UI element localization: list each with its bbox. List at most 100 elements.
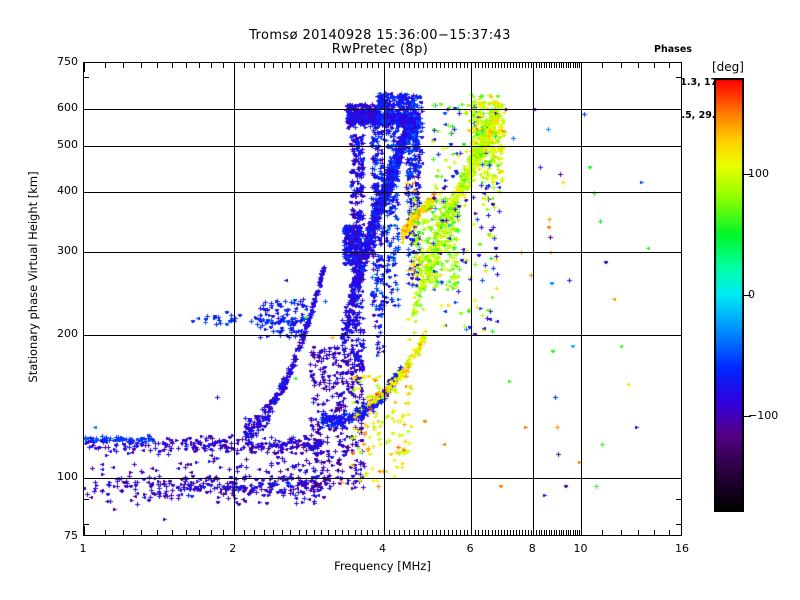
x-tick <box>157 530 158 535</box>
x-tick <box>544 530 545 535</box>
x-tick <box>328 530 329 535</box>
x-tick <box>570 530 571 535</box>
y-tick <box>672 109 681 110</box>
x-tick <box>427 530 428 535</box>
x-tick <box>488 530 489 535</box>
x-tick <box>536 63 537 68</box>
x-tick <box>573 530 574 535</box>
x-tick <box>299 63 300 68</box>
phase-stats-header: Phases <box>654 44 692 55</box>
x-tick <box>488 63 489 68</box>
x-tick <box>581 526 582 535</box>
x-tick <box>282 530 283 535</box>
x-tick <box>602 530 603 535</box>
x-tick <box>448 63 449 68</box>
x-tick <box>669 63 670 68</box>
x-tick <box>355 530 356 535</box>
x-tick <box>516 530 517 535</box>
x-tick <box>551 530 552 535</box>
x-tick <box>551 63 552 68</box>
x-tick <box>348 63 349 68</box>
x-tick-label: 10 <box>573 542 588 555</box>
y-tick <box>84 77 89 78</box>
x-tick <box>282 63 283 68</box>
x-tick <box>409 530 410 535</box>
colorbar <box>714 78 744 512</box>
x-tick <box>223 530 224 535</box>
x-tick <box>559 530 560 535</box>
x-tick <box>475 63 476 68</box>
x-tick <box>577 530 578 535</box>
x-tick <box>501 63 502 68</box>
x-tick <box>399 530 400 535</box>
x-tick <box>654 530 655 535</box>
x-tick <box>394 530 395 535</box>
x-tick <box>384 526 385 535</box>
x-tick <box>321 530 322 535</box>
x-tick <box>467 63 468 68</box>
x-tick <box>602 63 603 68</box>
x-tick <box>157 63 158 68</box>
x-tick <box>314 530 315 535</box>
y-tick <box>84 146 93 147</box>
y-tick <box>84 192 93 193</box>
x-tick <box>404 63 405 68</box>
y-tick <box>84 499 89 500</box>
x-tick <box>423 530 424 535</box>
x-tick <box>452 530 453 535</box>
x-tick <box>566 530 567 535</box>
x-tick <box>546 530 547 535</box>
x-tick <box>513 530 514 535</box>
x-tick <box>105 530 106 535</box>
colorbar-tick-label: 100 <box>748 167 769 180</box>
x-tick-label: 2 <box>229 542 237 555</box>
colorbar-tick-label: −100 <box>748 409 779 422</box>
gridline-vertical <box>384 63 385 535</box>
x-tick <box>475 530 476 535</box>
x-tick <box>378 530 379 535</box>
x-tick <box>556 63 557 68</box>
x-tick <box>361 530 362 535</box>
x-tick <box>172 530 173 535</box>
x-tick <box>554 63 555 68</box>
x-tick <box>361 63 362 68</box>
x-tick <box>498 63 499 68</box>
x-tick <box>394 63 395 68</box>
x-tick-label: 1 <box>79 542 87 555</box>
x-tick <box>335 63 336 68</box>
x-tick <box>432 63 433 68</box>
x-tick <box>510 63 511 68</box>
x-tick <box>414 63 415 68</box>
x-tick <box>264 63 265 68</box>
x-tick <box>533 526 534 535</box>
x-tick <box>478 63 479 68</box>
x-tick <box>389 63 390 68</box>
x-tick <box>399 63 400 68</box>
x-tick <box>638 63 639 68</box>
x-tick <box>335 530 336 535</box>
x-tick <box>654 63 655 68</box>
x-tick <box>541 63 542 68</box>
gridline-horizontal <box>84 252 681 253</box>
x-tick <box>522 63 523 68</box>
plot-area <box>83 62 682 536</box>
y-axis-title: Stationary phase Virtual Height [km] <box>26 171 40 383</box>
x-tick <box>513 63 514 68</box>
gridline-vertical <box>471 63 472 535</box>
x-tick <box>556 530 557 535</box>
x-tick <box>372 63 373 68</box>
x-tick <box>290 530 291 535</box>
x-tick <box>621 63 622 68</box>
x-tick <box>211 530 212 535</box>
x-tick <box>559 63 560 68</box>
x-tick <box>498 530 499 535</box>
y-axis-tick-labels: 750 600 500 400 300 200 100 75 <box>30 55 78 542</box>
colorbar-tick <box>744 295 751 296</box>
x-tick <box>546 63 547 68</box>
gridlines <box>84 63 681 535</box>
x-tick <box>186 63 187 68</box>
x-tick <box>507 63 508 68</box>
x-tick <box>440 63 441 68</box>
x-tick <box>234 63 235 72</box>
